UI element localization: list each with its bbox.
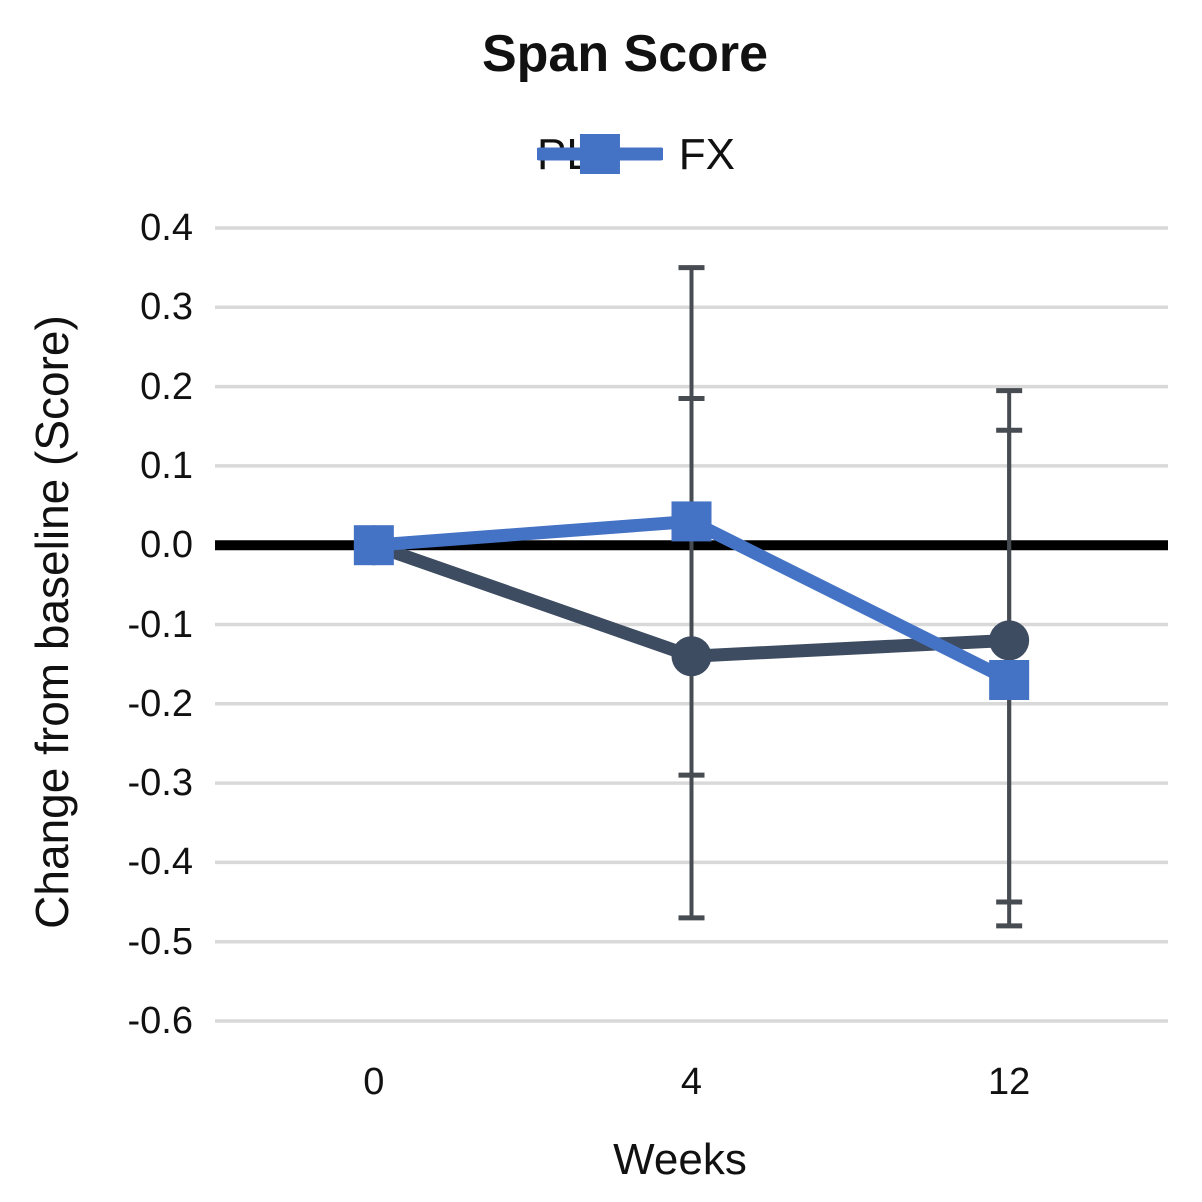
fx-legend-marker-icon bbox=[536, 134, 663, 174]
x-tick-label: 0 bbox=[363, 1061, 385, 1103]
y-tick-label: 0.3 bbox=[140, 286, 193, 329]
x-axis-title: Weeks bbox=[613, 1135, 747, 1184]
y-tick-label: -0.6 bbox=[127, 1000, 193, 1042]
y-tick-label: -0.1 bbox=[127, 603, 193, 646]
y-tick-label: -0.3 bbox=[127, 762, 193, 805]
data-point-fx bbox=[671, 501, 712, 542]
data-point-pl bbox=[989, 620, 1030, 661]
y-tick-label: -0.2 bbox=[127, 682, 193, 725]
y-tick-label: 0.1 bbox=[140, 444, 193, 487]
legend-label-fx: FX bbox=[678, 130, 736, 179]
data-point-fx bbox=[353, 525, 394, 566]
chart-title: Span Score bbox=[481, 25, 769, 83]
y-tick-label: -0.5 bbox=[127, 920, 193, 963]
y-tick-label: 0.4 bbox=[140, 207, 193, 249]
x-tick-label: 4 bbox=[680, 1061, 703, 1103]
y-tick-label: -0.4 bbox=[127, 841, 193, 884]
legend-item-fx: FX bbox=[536, 130, 736, 180]
y-tick-label: 0.0 bbox=[140, 524, 193, 567]
y-tick-label: 0.2 bbox=[140, 365, 193, 408]
data-point-pl bbox=[671, 636, 712, 677]
y-axis-title: Change from baseline (Score) bbox=[26, 315, 78, 929]
data-point-fx bbox=[989, 660, 1030, 701]
legend: PL FX bbox=[536, 130, 736, 180]
x-tick-label: 12 bbox=[988, 1061, 1031, 1103]
